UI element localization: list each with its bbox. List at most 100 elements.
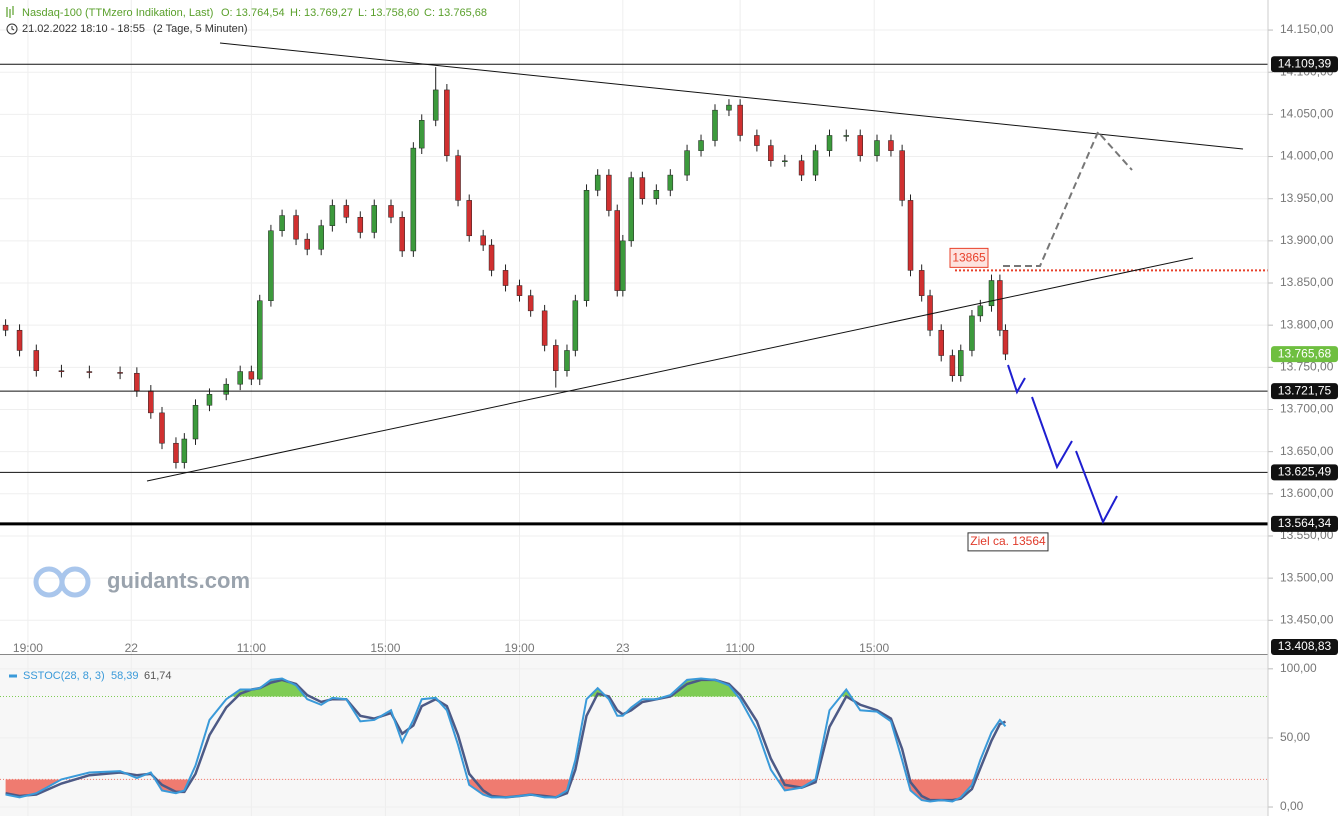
oscillator-marks — [0, 677, 1268, 803]
ohlc-close: C: 13.765,68 — [424, 7, 487, 19]
watermark: guidants.com — [107, 568, 250, 593]
candle-body — [888, 140, 894, 151]
trend-line — [146, 257, 1194, 482]
watermark-logo — [33, 566, 91, 598]
clock-icon — [6, 23, 18, 35]
candle-body — [357, 216, 364, 233]
candle-body — [192, 405, 199, 440]
candle-body — [843, 135, 850, 137]
x-tick-label: 11:00 — [726, 641, 755, 655]
drawings — [146, 42, 1244, 525]
y-tick-label: 13.850,00 — [1280, 275, 1334, 289]
candle-body — [399, 216, 405, 252]
level-box — [1271, 56, 1338, 73]
x-tick-label: 22 — [125, 641, 139, 655]
candle-body — [134, 372, 140, 392]
projection-down — [1007, 364, 1026, 395]
x-tick-label: 19:00 — [504, 641, 534, 655]
y-tick-label: 13.700,00 — [1280, 402, 1334, 416]
candle-body — [388, 205, 394, 218]
projection-down — [1031, 396, 1073, 470]
candle-body — [826, 135, 833, 151]
candle-body — [86, 371, 93, 373]
grid — [0, 0, 1268, 816]
candle-body — [606, 174, 612, 211]
candle-body — [927, 295, 933, 331]
candle-body — [1002, 329, 1009, 355]
candle-body — [667, 174, 674, 191]
candle-body — [444, 89, 450, 156]
candle-body — [223, 383, 229, 395]
candle-body — [754, 135, 760, 146]
ohlc-open: O: 13.764,54 — [221, 7, 285, 19]
y-tick-label: 13.500,00 — [1280, 570, 1334, 584]
candle-body — [293, 215, 299, 240]
candle-body — [206, 394, 213, 406]
candle-body — [117, 372, 123, 374]
x-tick-label: 15:00 — [859, 641, 889, 655]
candle-body — [918, 270, 925, 296]
candle-body — [173, 442, 179, 463]
candle-body — [572, 300, 579, 351]
last-price-label: 13.765,68 — [1278, 346, 1332, 360]
x-tick-label: 19:00 — [13, 641, 43, 655]
candle-body — [768, 145, 774, 162]
oversold-fill — [5, 779, 1006, 802]
level-box — [1271, 464, 1338, 481]
oscillator-line — [5, 677, 1007, 803]
candle-body — [553, 345, 559, 371]
level-label: 13.721,75 — [1278, 383, 1332, 397]
indicator-value: 61,74 — [144, 670, 172, 682]
candle-body — [997, 280, 1003, 331]
y-tick-label: 13.650,00 — [1280, 444, 1334, 458]
y-tick-label: 13.800,00 — [1280, 317, 1334, 331]
overbought-fill — [5, 678, 1006, 697]
candle-body — [410, 147, 417, 252]
candle-body — [527, 295, 534, 312]
marks — [0, 63, 1268, 655]
y-tick-label: 13.950,00 — [1280, 191, 1334, 205]
candle-body — [148, 390, 154, 414]
title: Nasdaq-100 (TTMzero Indikation, Last) — [22, 7, 213, 19]
ohlc-low: L: 13.758,60 — [358, 7, 419, 19]
candle-body — [726, 104, 732, 111]
candle-body — [256, 300, 263, 380]
candle-body — [2, 324, 9, 331]
candle-body — [907, 200, 914, 271]
candle-body — [712, 109, 718, 141]
ohlc-high: H: 13.769,27 — [290, 7, 353, 19]
y-tick-label: 13.900,00 — [1280, 233, 1334, 247]
candle-body — [782, 160, 788, 163]
oscillator-line — [5, 678, 1006, 802]
indicator-title: SSTOC(28, 8, 3) — [23, 670, 105, 682]
candle-body — [502, 270, 509, 286]
candle-body — [343, 205, 350, 218]
candle-body — [181, 438, 188, 463]
level-box — [1271, 639, 1338, 655]
candle-body — [248, 371, 255, 380]
candle-body — [541, 310, 548, 346]
indicator-value: 58,39 — [111, 670, 139, 682]
projection-up — [1003, 130, 1133, 267]
candle-body — [737, 104, 743, 136]
candle-body — [798, 160, 805, 176]
candle-body — [329, 205, 336, 226]
y-tick-label: 14.050,00 — [1280, 107, 1334, 121]
candle-body — [653, 190, 660, 199]
resistance-box — [949, 247, 989, 268]
candle-body — [268, 230, 274, 301]
candle-body — [455, 155, 461, 201]
level-label: 13.625,49 — [1278, 464, 1332, 478]
y-tick-label: 13.750,00 — [1280, 360, 1334, 374]
candle-body — [977, 305, 984, 317]
candle-body — [279, 215, 285, 231]
candle-body — [698, 140, 704, 151]
candle-body — [899, 150, 905, 201]
candle-body — [159, 412, 165, 444]
x-tick-label: 15:00 — [370, 641, 400, 655]
trend-line — [219, 42, 1244, 150]
candle-body — [583, 190, 590, 301]
candle-body — [480, 235, 486, 246]
labels: 19:00 22 11:00 15:00 19:00 23 11:00 15:00 14.150… — [13, 22, 1338, 813]
